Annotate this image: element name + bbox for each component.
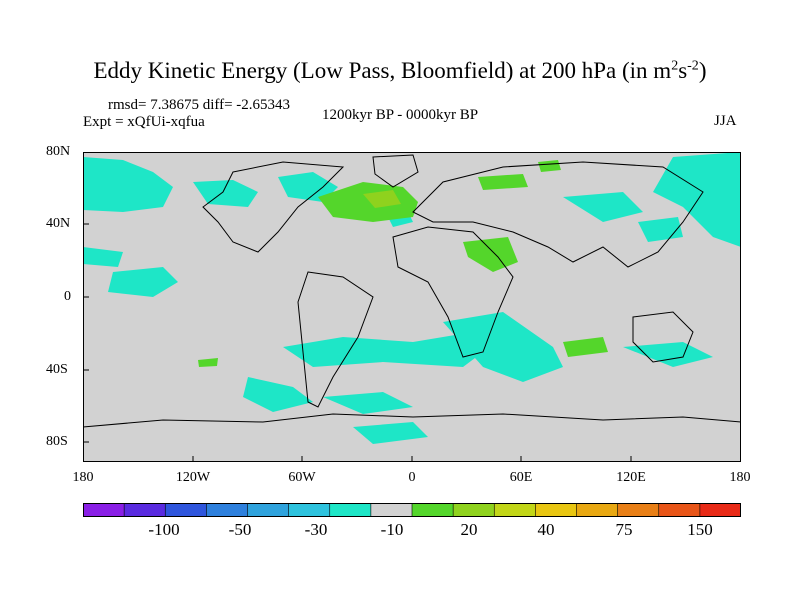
- anomaly-patch: [278, 172, 338, 202]
- colorbar-box: [658, 503, 701, 517]
- anomaly-patch: [538, 160, 561, 172]
- colorbar-label: -10: [380, 520, 404, 539]
- colorbar-box: [493, 503, 537, 517]
- anomaly-patch: [83, 247, 123, 267]
- colorbar-box: [206, 503, 249, 517]
- stats-label: rmsd= 7.38675 diff= -2.65343: [108, 97, 291, 113]
- colorbar-box: [329, 503, 372, 517]
- season-label: JJA: [714, 113, 737, 129]
- experiment-label: Expt = xQfUi-xqfua: [83, 114, 205, 130]
- x-tick-label: 60W: [288, 470, 316, 485]
- negative-anomaly-patches: [83, 152, 741, 444]
- anomaly-patch: [83, 157, 173, 212]
- coastline-eurasia: [412, 161, 704, 268]
- tick-marks: [83, 152, 632, 462]
- coastline-africa: [392, 226, 514, 358]
- anomaly-patch: [198, 358, 218, 367]
- colorbar-box: [452, 503, 496, 517]
- anomaly-patch-strong: [363, 190, 401, 208]
- colorbar-label: 75: [615, 520, 633, 539]
- colorbar-box: [370, 503, 413, 517]
- y-tick-label: 40N: [46, 216, 71, 231]
- anomaly-patch: [323, 392, 413, 414]
- map-plot: [83, 152, 741, 462]
- colorbar-box: [699, 503, 741, 517]
- colorbar-label: 20: [460, 520, 478, 539]
- colorbar-label: -50: [228, 520, 252, 539]
- anomaly-patch: [443, 312, 563, 382]
- coastline-greenland: [372, 154, 419, 188]
- anomaly-patch: [653, 152, 741, 247]
- y-tick-label: 40S: [46, 362, 68, 377]
- colorbar-box: [247, 503, 290, 517]
- colorbar-label: 150: [687, 520, 713, 539]
- colorbar-box: [576, 503, 619, 517]
- colorbar-frame: [83, 503, 741, 517]
- x-tick-label: 180: [729, 470, 751, 485]
- colorbar-label: -30: [304, 520, 328, 539]
- anomaly-patch: [563, 337, 608, 357]
- colorbar-label: 40: [537, 520, 555, 539]
- coastline-australia: [632, 311, 694, 363]
- anomaly-patch: [563, 192, 643, 222]
- colorbar-box: [164, 503, 208, 517]
- colorbar-box: [411, 503, 454, 517]
- coastline-antarctica: [83, 413, 741, 428]
- period-label: 1200kyr BP - 0000kyr BP: [322, 107, 479, 123]
- x-tick-label: 120E: [616, 470, 646, 485]
- anomaly-patch: [243, 377, 313, 412]
- colorbar: [83, 503, 741, 517]
- coastline-south-america: [297, 271, 374, 408]
- chart-title: Eddy Kinetic Energy (Low Pass, Bloomfiel…: [93, 58, 707, 83]
- x-tick-label: 0: [408, 470, 416, 485]
- y-tick-label: 0: [64, 289, 71, 304]
- colorbar-box: [617, 503, 660, 517]
- colorbar-box: [535, 503, 578, 517]
- x-tick-label: 180: [72, 470, 94, 485]
- y-tick-label: 80S: [46, 434, 68, 449]
- coastline-north-america: [202, 161, 345, 253]
- colorbar-box: [288, 503, 331, 517]
- colorbar-box: [123, 503, 167, 517]
- y-tick-label: 80N: [46, 144, 71, 159]
- anomaly-patch: [283, 332, 483, 367]
- anomaly-patch: [463, 237, 518, 272]
- anomaly-patch: [353, 422, 428, 444]
- x-tick-label: 60E: [509, 470, 533, 485]
- colorbar-box: [83, 503, 125, 517]
- anomaly-patch: [108, 267, 178, 297]
- anomaly-patch: [623, 342, 713, 367]
- anomaly-patch: [193, 180, 258, 207]
- anomaly-patch: [478, 174, 528, 190]
- colorbar-label: -100: [148, 520, 180, 539]
- coastlines: [83, 154, 741, 428]
- x-tick-label: 120W: [175, 470, 211, 485]
